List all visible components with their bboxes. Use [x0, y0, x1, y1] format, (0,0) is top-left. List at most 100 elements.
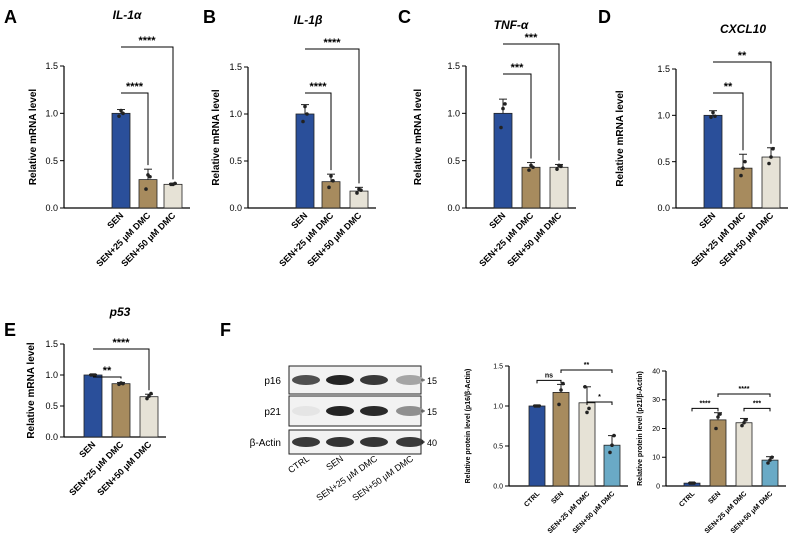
category-label: SEN+50 μM DMC [305, 210, 364, 269]
y-tick-label: 1.0 [493, 403, 503, 410]
data-point [331, 178, 335, 183]
blot-band [326, 375, 354, 385]
chart-title: TNF-α [494, 18, 529, 32]
category-label: SEN [105, 210, 125, 230]
y-tick-label: 0.5 [45, 401, 58, 411]
data-point [121, 381, 125, 386]
y-axis-label: Relative protein level (p16/β-Actin) [465, 369, 472, 484]
data-point [303, 104, 307, 109]
data-point [608, 450, 612, 455]
y-tick-label: 1.5 [493, 363, 503, 370]
bar [552, 391, 570, 487]
y-tick-label: 0.0 [447, 203, 460, 213]
data-point [147, 394, 151, 398]
significance-label: **** [323, 37, 341, 49]
bar [521, 166, 541, 209]
significance-label: *** [753, 400, 761, 407]
molecular-weight-marker: 15 [427, 376, 437, 386]
data-point [714, 426, 718, 431]
y-tick-label: 1.0 [229, 109, 242, 119]
y-tick-label: 1.0 [45, 108, 58, 118]
bar [349, 190, 369, 209]
blot-band [360, 437, 388, 447]
data-point [149, 391, 153, 396]
data-point [93, 373, 97, 377]
chart-title: p53 [109, 305, 131, 319]
y-tick-label: 0.5 [229, 156, 242, 166]
y-tick-label: 0.0 [493, 483, 503, 490]
y-axis-label: Relative mRNA level [615, 90, 626, 187]
data-point [557, 402, 561, 407]
bar [709, 419, 727, 487]
data-point [585, 410, 589, 415]
y-axis-label: Relative mRNA level [211, 89, 222, 186]
significance-bracket [586, 401, 613, 405]
data-point [767, 161, 771, 166]
significance-bracket [93, 348, 150, 391]
panel-a: A IL-1α 0.0 0.5 1.0 1.5 Relative mRNA level SEN… [4, 7, 190, 269]
bar [578, 402, 596, 487]
y-tick-label: 20 [652, 426, 660, 433]
significance-label: **** [700, 400, 711, 407]
data-point [537, 404, 541, 408]
data-point [718, 412, 722, 416]
panel-f: F 0.0 0.5 1.0 1.5 Relative protein level (p16… [220, 320, 628, 535]
data-point [742, 420, 746, 425]
y-axis-label: Relative mRNA level [413, 89, 424, 186]
blot-lane-label: SEN+25 μM DMC [314, 453, 379, 503]
significance-bracket [121, 46, 174, 180]
data-point [740, 423, 744, 428]
data-point [744, 418, 748, 422]
significance-label: * [598, 394, 601, 401]
data-point [503, 102, 507, 106]
bar [493, 112, 513, 209]
data-point [766, 461, 770, 465]
bar [83, 374, 103, 438]
data-point [713, 114, 717, 119]
data-point [769, 155, 773, 159]
significance-label: ** [724, 81, 733, 93]
bar [295, 113, 315, 209]
chart-title: IL-1α [113, 8, 142, 22]
blot-band [360, 406, 388, 416]
data-point [692, 481, 696, 485]
y-tick-label: 0.0 [657, 203, 670, 213]
category-label: CTRL [523, 490, 542, 509]
data-point [531, 165, 535, 170]
chart-title: CXCL10 [720, 22, 766, 36]
blot-band [292, 375, 320, 385]
bar [761, 459, 779, 487]
data-point [709, 115, 713, 119]
significance-bracket [503, 73, 532, 159]
category-label: SEN [289, 210, 309, 230]
data-point [117, 114, 121, 118]
data-point [527, 168, 531, 172]
significance-label: ** [584, 362, 590, 369]
data-point [716, 415, 720, 419]
significance-bracket [503, 43, 560, 161]
y-tick-label: 1.5 [229, 62, 242, 72]
molecular-weight-marker: 40 [427, 438, 437, 448]
data-point [741, 166, 745, 170]
y-tick-label: 1.5 [45, 61, 58, 71]
blot-lane-label: SEN+50 μM DMC [350, 453, 415, 503]
bar [321, 181, 341, 209]
y-axis-label: Relative protein level (p21/β-Actin) [637, 371, 644, 486]
data-point [610, 443, 614, 448]
y-tick-label: 0.5 [447, 156, 460, 166]
y-tick-label: 0 [656, 483, 660, 490]
data-point [561, 381, 565, 386]
panel-letter: A [4, 7, 17, 27]
blot-row-label: β-Actin [250, 438, 281, 449]
significance-bracket [713, 61, 772, 144]
panel-b: B IL-1β 0.0 0.5 1.0 1.5 Relative mRNA level SEN… [203, 7, 376, 269]
category-label: SEN+50 μM DMC [95, 439, 154, 498]
data-point [301, 119, 305, 124]
blot-band [396, 437, 424, 447]
data-point [499, 125, 503, 130]
blot-lane-label: CTRL [286, 453, 311, 475]
blot-band [326, 406, 354, 416]
